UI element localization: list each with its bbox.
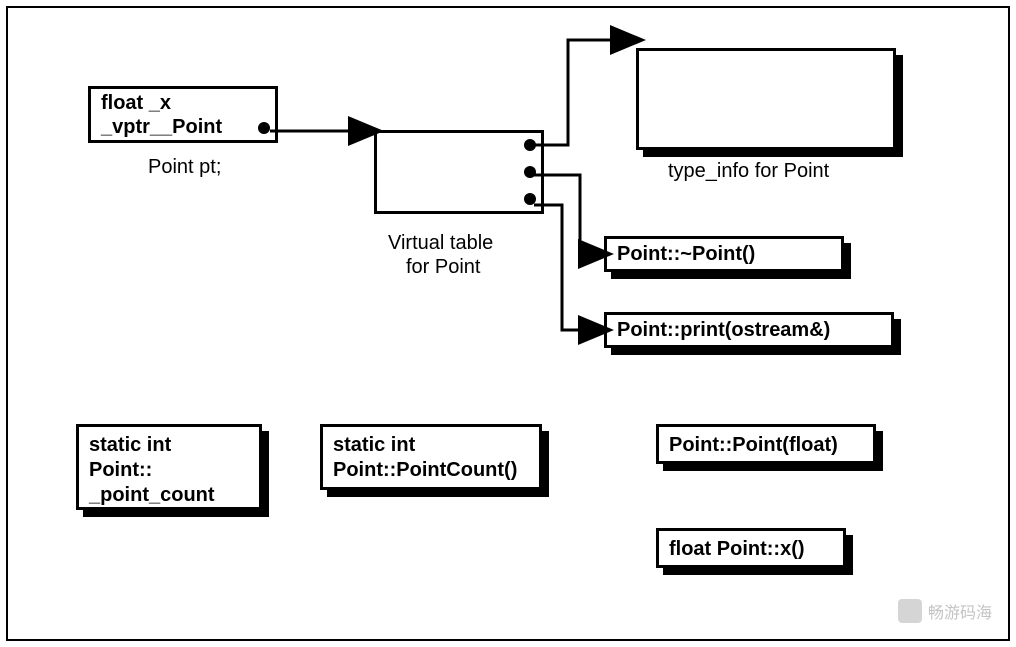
vtable-slot: [374, 130, 544, 160]
box-face: Point::print(ostream&): [604, 312, 894, 348]
typeinfo-caption: type_info for Point: [668, 160, 829, 183]
vtable-slot: [374, 184, 544, 214]
box-face: static intPoint::_point_count: [76, 424, 262, 510]
free-box-line: static int: [89, 433, 249, 458]
free-box-line: float Point::x(): [669, 537, 833, 562]
pointer-dot: [258, 122, 270, 134]
free-box-line: static int: [333, 433, 529, 458]
object-cell-label: _vptr__Point: [101, 116, 222, 138]
box-face: float Point::x(): [656, 528, 846, 568]
object-cell-label: float _x: [101, 92, 171, 114]
vtable-dot: [524, 139, 536, 151]
box-face: Point::Point(float): [656, 424, 876, 464]
free-box-line: Point::: [89, 458, 249, 483]
free-box-line: Point::PointCount(): [333, 458, 529, 483]
watermark-text: 畅游码海: [928, 599, 992, 623]
vtable-dot: [524, 193, 536, 205]
vtable-slot: [374, 157, 544, 187]
vtable-dot: [524, 166, 536, 178]
box-face: Point::~Point(): [604, 236, 844, 272]
box-face: static intPoint::PointCount(): [320, 424, 542, 490]
free-box-line: Point::Point(float): [669, 433, 863, 458]
object-cell: float _x: [88, 86, 278, 116]
vfunc-label: Point::print(ostream&): [617, 319, 830, 342]
object-cell: _vptr__Point: [88, 113, 278, 143]
watermark-icon: [898, 599, 922, 623]
watermark: 畅游码海: [898, 599, 992, 623]
box-face: [636, 48, 896, 150]
vfunc-label: Point::~Point(): [617, 243, 755, 266]
diagram-root: float _x_vptr__Point Point pt; Virtual ta…: [0, 0, 1016, 647]
object-caption: Point pt;: [148, 156, 221, 179]
vtable-caption-line1: Virtual table: [388, 232, 493, 255]
free-box-line: _point_count: [89, 483, 249, 508]
vtable-caption-line2: for Point: [406, 256, 480, 279]
